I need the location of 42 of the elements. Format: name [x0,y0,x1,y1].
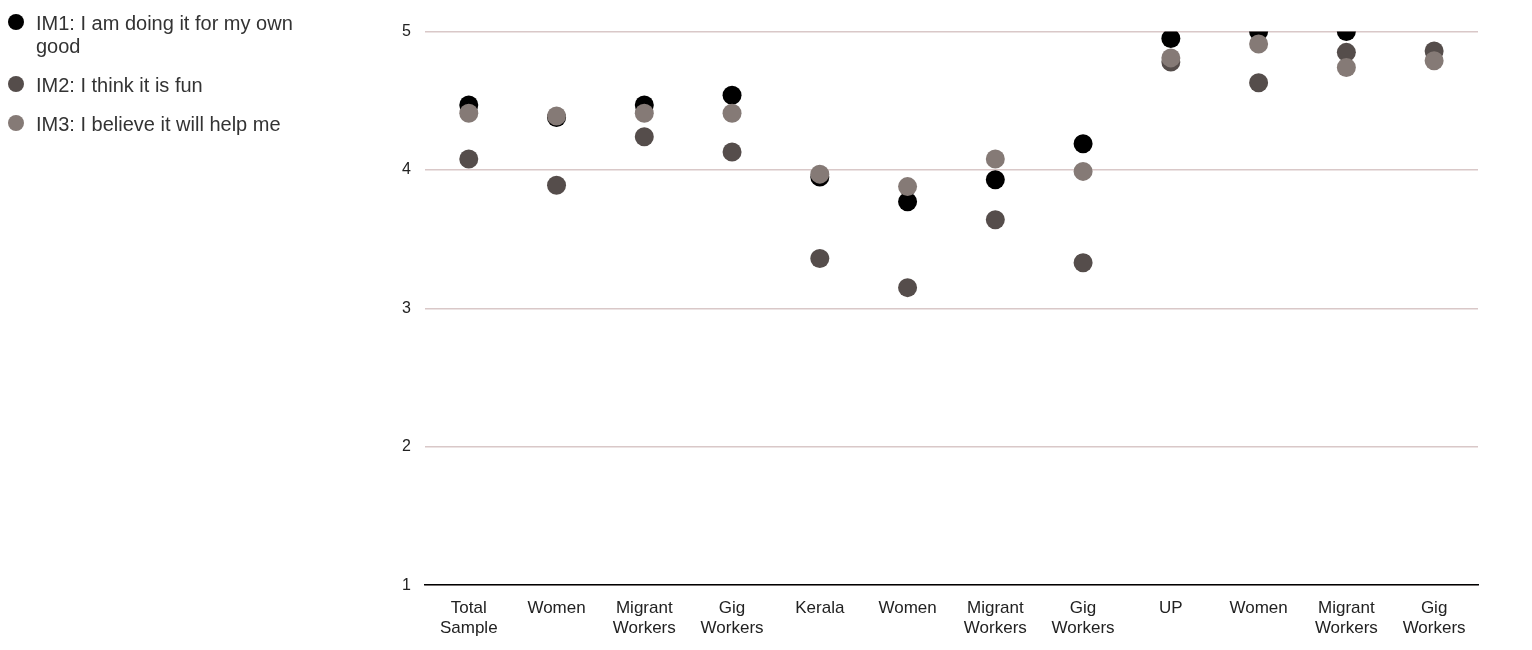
point [459,103,479,123]
x-tick-label: Total Sample [439,598,498,638]
point [1073,134,1093,154]
x-tick-label: Gig Workers [1402,598,1466,638]
point [459,149,479,169]
point [1073,161,1093,181]
x-tick-label: Migrant Workers [1314,598,1378,638]
y-tick-label: 1 [401,575,411,593]
x-tick-label: UP [1159,598,1183,618]
x-tick-label: Gig Workers [700,598,764,638]
point [1336,58,1356,78]
x-tick-label: Women [527,598,586,618]
legend-label: IM2: I think it is fun [36,74,203,97]
point [985,170,1005,190]
point [1249,34,1269,54]
point [1424,51,1444,71]
point [722,142,742,162]
x-tick-label: Women [878,598,937,618]
point [722,103,742,123]
point [634,127,654,147]
point [1249,73,1269,93]
y-tick-label: 2 [401,437,411,455]
x-tick-label: Women [1229,598,1288,618]
y-tick-label: 4 [401,160,411,178]
legend-label: IM1: I am doing it for my own good [36,12,294,58]
x-tick-label: Migrant Workers [612,598,676,638]
point [898,177,918,197]
point [1161,31,1181,49]
point [810,249,830,269]
x-tick-label: Gig Workers [1051,598,1115,638]
x-tick-label: Kerala [795,598,845,618]
y-tick-label: 3 [401,298,411,316]
legend-label: IM3: I believe it will help me [36,113,281,136]
point [898,278,918,298]
point [985,210,1005,230]
x-tick-label: Migrant Workers [963,598,1027,638]
y-tick-label: 5 [401,22,411,40]
point [1073,253,1093,273]
point [634,103,654,123]
point [985,149,1005,169]
point [722,85,742,105]
point [547,175,567,195]
